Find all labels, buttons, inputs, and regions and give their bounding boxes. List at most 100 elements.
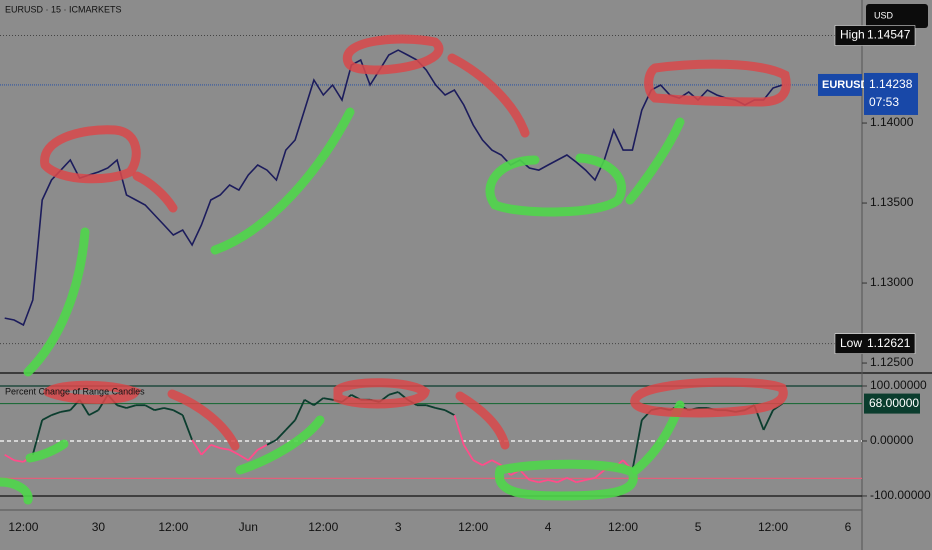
x-axis-area — [0, 510, 932, 550]
y-tick-label: 1.13000 — [870, 275, 914, 289]
currency-box[interactable] — [866, 4, 928, 28]
currency: USD — [874, 10, 894, 20]
x-tick-label: 30 — [92, 520, 106, 534]
indicator-segment — [576, 479, 586, 484]
x-tick-label: 5 — [695, 520, 702, 534]
indicator-segment — [388, 391, 399, 396]
indicator-segment — [435, 407, 446, 412]
x-tick-label: 3 — [395, 520, 402, 534]
indicator-segment — [426, 404, 436, 409]
indicator-segment — [482, 459, 493, 466]
indicator-segment — [144, 404, 156, 411]
annotation — [333, 378, 431, 409]
annotations — [0, 34, 791, 505]
indicator-segment — [200, 444, 212, 456]
indicator-segment — [762, 409, 774, 431]
indicator-title: Percent Change of Range Candles — [5, 386, 145, 396]
indicator-segment — [191, 439, 203, 456]
x-tick-label: Jun — [239, 520, 258, 534]
indicator-segment — [238, 453, 249, 462]
annotation — [644, 59, 791, 107]
indicator-segment — [51, 410, 62, 416]
annotation — [40, 125, 141, 184]
high-value: 1.14547 — [867, 28, 911, 42]
annotation — [630, 377, 788, 418]
indicator-segment — [472, 459, 483, 466]
annotation — [0, 477, 33, 505]
indicator-segment — [585, 476, 596, 481]
indicator-segment — [294, 399, 306, 421]
indicator-segment — [519, 469, 531, 481]
annotation — [23, 227, 90, 377]
y-tick-label: 100.00000 — [870, 378, 927, 392]
high-name: High — [840, 28, 865, 42]
indicator-segment — [529, 479, 539, 484]
low-name: Low — [840, 336, 862, 350]
indicator-segment — [444, 409, 455, 416]
indicator-segment — [116, 404, 127, 409]
indicator-segment — [229, 448, 240, 456]
indicator-segment — [547, 479, 558, 484]
indicator-segment — [557, 477, 568, 484]
indicator-segment — [491, 459, 502, 466]
indicator-value-label: 68.00000 — [869, 396, 919, 410]
indicator-segment — [266, 439, 277, 446]
annotation — [210, 107, 355, 255]
x-tick-label: 12:00 — [158, 520, 188, 534]
indicator-segment — [210, 443, 221, 449]
x-tick-label: 12:00 — [8, 520, 38, 534]
x-tick-label: 4 — [545, 520, 552, 534]
y-tick-label: 0.00000 — [870, 433, 914, 447]
last-value: 1.14238 — [869, 77, 913, 91]
y-tick-label: 1.14000 — [870, 115, 914, 129]
indicator-segment — [13, 459, 24, 463]
x-tick-label: 6 — [845, 520, 852, 534]
indicator-segment — [154, 407, 165, 412]
tags: 1.12500 1.13000 1.13500 1.14000 100.00000 0.0… — [818, 25, 931, 502]
indicator-segment — [220, 447, 230, 451]
indicator-segment — [172, 409, 184, 416]
annotation — [494, 459, 638, 501]
annotation — [43, 380, 142, 404]
x-tick-label: 12:00 — [308, 520, 338, 534]
last-value-tag — [864, 72, 918, 115]
annotation — [342, 34, 444, 75]
indicator-segment — [60, 409, 71, 413]
annotation — [235, 415, 325, 475]
indicator-segment — [566, 477, 577, 484]
indicator-segment — [163, 407, 174, 412]
indicator-segment — [31, 419, 44, 455]
indicator-segment — [313, 397, 324, 406]
annotation — [447, 53, 530, 138]
indicator-segment — [275, 429, 287, 441]
indicator-segment — [41, 414, 52, 421]
x-tick-label: 12:00 — [458, 520, 488, 534]
x-tick-label: 12:00 — [758, 520, 788, 534]
indicator-segment — [285, 419, 296, 431]
annotation — [132, 171, 178, 213]
indicator-segment — [323, 397, 333, 401]
x-tick-label: 12:00 — [608, 520, 638, 534]
y-tick-label: 1.12500 — [870, 355, 914, 369]
plot-layer: 12:00 30 12:00 Jun 12:00 3 12:00 4 12:00 5 12:00 6 — [0, 35, 867, 534]
indicator-segment — [126, 404, 137, 409]
indicator-segment — [247, 449, 259, 461]
indicator-segment — [4, 453, 15, 462]
indicator-segment — [181, 414, 193, 441]
indicator-segment — [631, 419, 643, 471]
countdown: 07:53 — [869, 95, 899, 109]
indicator-segment — [538, 479, 549, 484]
y-tick-label: -100.00000 — [870, 488, 931, 502]
low-value: 1.12621 — [867, 336, 911, 350]
last-name: EURUSD — [822, 79, 869, 91]
chart-title: EURUSD · 15 · ICMARKETS — [5, 4, 122, 14]
annotation — [485, 153, 626, 217]
y-tick-label: 1.13500 — [870, 195, 914, 209]
indicator-segment — [88, 409, 99, 416]
low-tag — [834, 333, 916, 354]
high-tag — [834, 25, 916, 46]
annotation — [25, 439, 69, 463]
annotation — [167, 389, 240, 451]
annotation — [455, 391, 510, 450]
